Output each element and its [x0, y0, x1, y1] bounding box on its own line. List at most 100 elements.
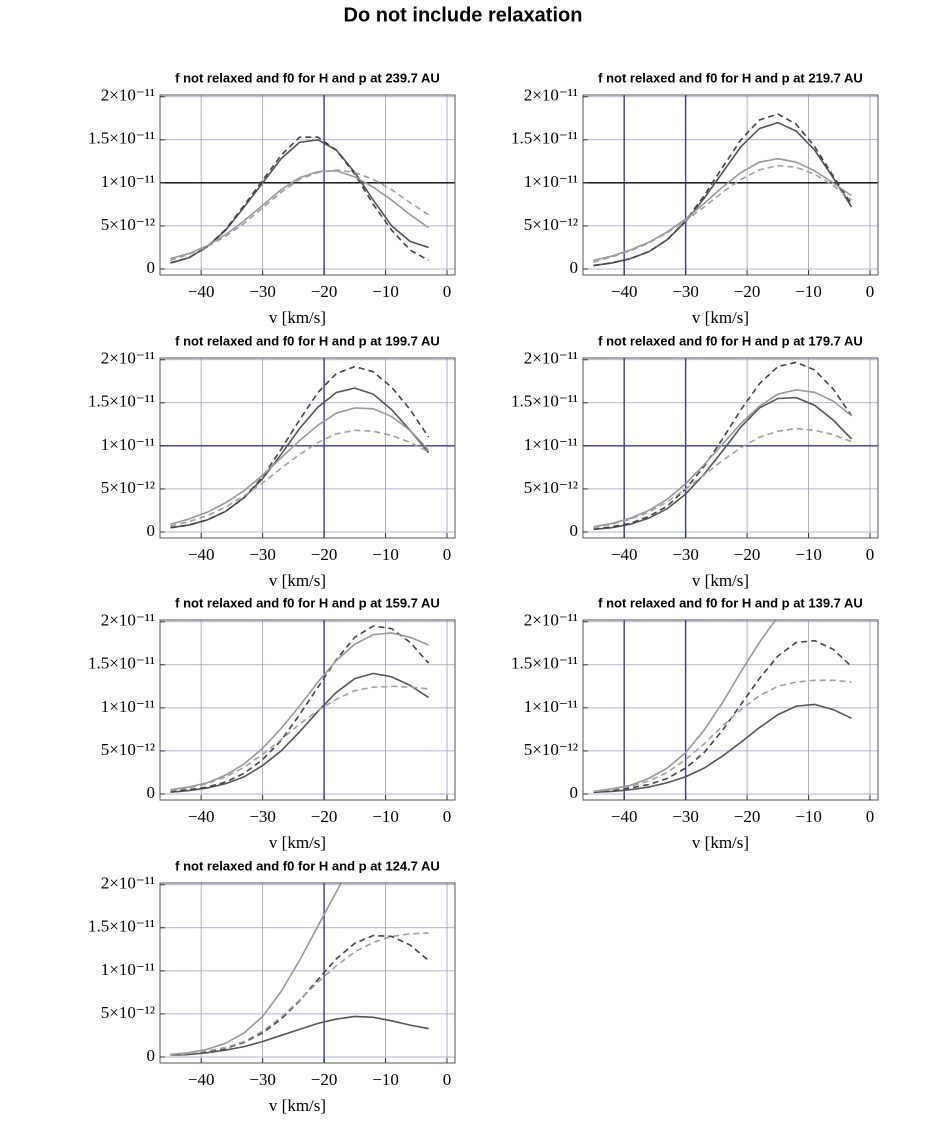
plot-area [170, 625, 430, 794]
y-tick-label: 2×10⁻¹¹ [524, 611, 578, 630]
x-tick-label: −10 [372, 545, 399, 564]
y-tick-label: 0 [147, 521, 156, 540]
series-line [593, 389, 853, 528]
y-tick-label: 2×10⁻¹¹ [524, 86, 578, 105]
series-line [170, 429, 429, 527]
y-tick-label: 5×10⁻¹² [101, 215, 155, 234]
x-axis-label: v [km/s] [269, 833, 326, 852]
y-tick-label: 2×10⁻¹¹ [101, 349, 155, 368]
plot-frame [159, 357, 456, 539]
x-axis-label: v [km/s] [269, 1096, 326, 1115]
x-axis-label: v [km/s] [269, 571, 326, 590]
y-tick-label: 1×10⁻¹¹ [101, 435, 155, 454]
x-tick-label: −20 [311, 807, 338, 826]
series-line [170, 934, 430, 1057]
x-tick-label: −20 [311, 1070, 338, 1089]
y-tick-label: 2×10⁻¹¹ [101, 874, 155, 893]
x-tick-label: −40 [188, 1070, 215, 1089]
x-axis-label: v [km/s] [692, 308, 749, 327]
x-tick-label: −10 [795, 545, 822, 564]
y-tick-label: 1×10⁻¹¹ [101, 697, 155, 716]
y-tick-label: 2×10⁻¹¹ [101, 611, 155, 630]
chart-title: f not relaxed and f0 for H and p at 199.… [175, 333, 440, 348]
x-tick-label: −30 [249, 1070, 276, 1089]
y-tick-label: 1.5×10⁻¹¹ [511, 654, 578, 673]
plot-area [593, 113, 853, 267]
plot-frame [582, 94, 879, 276]
plot-frame [159, 94, 456, 276]
y-tick-label: 5×10⁻¹² [524, 215, 578, 234]
x-tick-label: −40 [611, 545, 638, 564]
x-tick-label: 0 [866, 282, 875, 301]
x-tick-label: −40 [611, 807, 638, 826]
series-line [170, 407, 430, 525]
x-tick-label: −10 [372, 1070, 399, 1089]
chart-panel: f not relaxed and f0 for H and p at 179.… [511, 333, 879, 590]
series-line [170, 672, 430, 794]
x-tick-label: 0 [443, 807, 452, 826]
series-line [170, 1015, 429, 1057]
x-tick-label: −30 [672, 545, 699, 564]
y-tick-label: 5×10⁻¹² [101, 1003, 155, 1022]
plot-area [170, 883, 430, 1057]
page-title: Do not include relaxation [344, 4, 583, 26]
y-tick-label: 5×10⁻¹² [101, 478, 155, 497]
chart-title: f not relaxed and f0 for H and p at 139.… [598, 595, 863, 610]
series-line [593, 703, 852, 794]
series-line [170, 685, 429, 792]
x-tick-label: −30 [249, 282, 276, 301]
x-tick-label: −40 [611, 282, 638, 301]
series-line [170, 632, 429, 791]
series-line [170, 169, 430, 260]
chart-title: f not relaxed and f0 for H and p at 219.… [598, 70, 863, 85]
y-tick-label: 5×10⁻¹² [524, 478, 578, 497]
chart-title: f not relaxed and f0 for H and p at 124.… [175, 858, 440, 873]
x-tick-label: −30 [672, 807, 699, 826]
y-tick-label: 0 [147, 258, 156, 277]
y-tick-label: 1×10⁻¹¹ [101, 172, 155, 191]
y-tick-label: 1.5×10⁻¹¹ [511, 392, 578, 411]
y-tick-label: 1.5×10⁻¹¹ [88, 917, 155, 936]
x-tick-label: −20 [311, 545, 338, 564]
series-line [593, 396, 853, 531]
x-tick-label: −20 [734, 282, 761, 301]
x-tick-label: −10 [795, 807, 822, 826]
x-tick-label: −10 [795, 282, 822, 301]
x-axis-label: v [km/s] [692, 571, 749, 590]
series-line [170, 136, 429, 264]
series-line [170, 932, 429, 1057]
series-line [170, 387, 430, 529]
x-tick-label: −20 [311, 282, 338, 301]
chart-panel: f not relaxed and f0 for H and p at 159.… [88, 595, 456, 852]
series-line [593, 620, 777, 793]
series-line [170, 169, 430, 262]
series-line [170, 365, 430, 529]
y-tick-label: 0 [147, 1046, 156, 1065]
plot-frame [159, 619, 456, 801]
x-axis-label: v [km/s] [269, 308, 326, 327]
x-tick-label: −20 [734, 807, 761, 826]
x-tick-label: 0 [443, 1070, 452, 1089]
series-line [593, 157, 853, 262]
y-tick-label: 5×10⁻¹² [524, 740, 578, 759]
y-tick-label: 1.5×10⁻¹¹ [88, 654, 155, 673]
x-tick-label: −30 [249, 807, 276, 826]
y-tick-label: 2×10⁻¹¹ [524, 349, 578, 368]
series-line [593, 113, 853, 267]
y-tick-label: 0 [570, 783, 579, 802]
chart-title: f not relaxed and f0 for H and p at 239.… [175, 70, 440, 85]
plot-area [593, 620, 853, 794]
y-tick-label: 2×10⁻¹¹ [101, 86, 155, 105]
series-line [593, 361, 853, 531]
x-tick-label: −40 [188, 807, 215, 826]
x-tick-label: −20 [734, 545, 761, 564]
chart-title: f not relaxed and f0 for H and p at 179.… [598, 333, 863, 348]
chart-panel: f not relaxed and f0 for H and p at 139.… [511, 595, 879, 852]
y-tick-label: 1×10⁻¹¹ [524, 435, 578, 454]
chart-panel: f not relaxed and f0 for H and p at 199.… [88, 333, 456, 590]
series-line [593, 427, 852, 529]
chart-panel: f not relaxed and f0 for H and p at 124.… [88, 858, 456, 1115]
x-tick-label: −10 [372, 807, 399, 826]
plot-area [593, 361, 853, 531]
